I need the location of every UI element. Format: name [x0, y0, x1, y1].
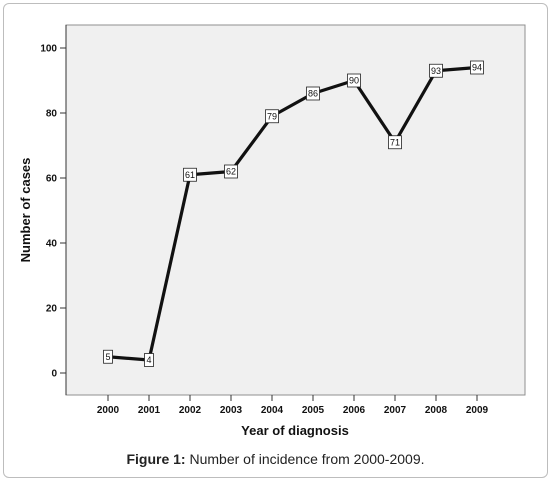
x-tick-label: 2002: [179, 405, 202, 416]
caption-text: Number of incidence from 2000-2009.: [185, 451, 425, 467]
x-tick-label: 2009: [466, 405, 489, 416]
y-tick-label: 0: [51, 369, 57, 380]
figure-caption: Figure 1: Number of incidence from 2000-…: [0, 451, 551, 467]
data-label-box: [144, 353, 154, 367]
x-tick-label: 2006: [343, 405, 366, 416]
data-label: 94: [470, 60, 484, 75]
data-label: 71: [388, 135, 402, 150]
x-tick-label: 2007: [384, 405, 407, 416]
caption-prefix: Figure 1:: [126, 451, 186, 467]
data-label-text: 79: [267, 111, 277, 121]
data-label-text: 86: [308, 89, 318, 99]
data-label: 4: [144, 353, 154, 367]
data-label-text: 71: [390, 137, 400, 147]
x-tick-label: 2000: [97, 405, 120, 416]
data-label: 61: [183, 167, 197, 182]
y-tick-label: 100: [40, 44, 57, 55]
data-label-text: 4: [146, 355, 151, 365]
y-tick-label: 40: [46, 239, 58, 250]
y-tick-label: 20: [46, 304, 58, 315]
data-label-box: [103, 349, 113, 364]
y-tick-label: 60: [46, 174, 58, 185]
data-label: 5: [103, 349, 113, 364]
data-label-text: 90: [349, 76, 359, 86]
data-label-box: [265, 109, 279, 124]
data-label-text: 5: [105, 352, 110, 362]
y-tick-label: 80: [46, 109, 58, 120]
data-labels: 5 4 61 62 79 86 90 71 93 94: [103, 60, 484, 367]
data-label: 79: [265, 109, 279, 124]
x-tick-label: 2005: [302, 405, 325, 416]
data-label-box: [347, 73, 361, 88]
data-label-box: [470, 60, 484, 75]
data-label: 86: [306, 86, 320, 101]
data-label: 93: [429, 63, 443, 78]
series-line: [106, 65, 479, 362]
x-ticks: 2000 2001 2002 2003 2004 2005 2006 2007 2008 2009: [97, 395, 489, 416]
y-axis-title: Number of cases: [18, 158, 33, 263]
data-label: 62: [224, 164, 238, 179]
data-label-text: 61: [185, 170, 195, 180]
x-tick-label: 2008: [425, 405, 448, 416]
plot-area: [65, 24, 526, 396]
x-tick-label: 2001: [138, 405, 161, 416]
data-label: 90: [347, 73, 361, 88]
data-label-text: 62: [226, 167, 236, 177]
y-ticks: 0 20 40 60 80 100: [40, 44, 66, 380]
x-axis-title: Year of diagnosis: [241, 423, 349, 438]
data-label-box: [429, 63, 443, 78]
data-label-box: [224, 164, 238, 179]
data-label-box: [388, 135, 402, 150]
x-tick-label: 2003: [220, 405, 243, 416]
data-label-box: [183, 167, 197, 182]
x-tick-label: 2004: [261, 405, 284, 416]
data-label-text: 94: [472, 63, 482, 73]
data-label-text: 93: [431, 66, 441, 76]
data-label-box: [306, 86, 320, 101]
